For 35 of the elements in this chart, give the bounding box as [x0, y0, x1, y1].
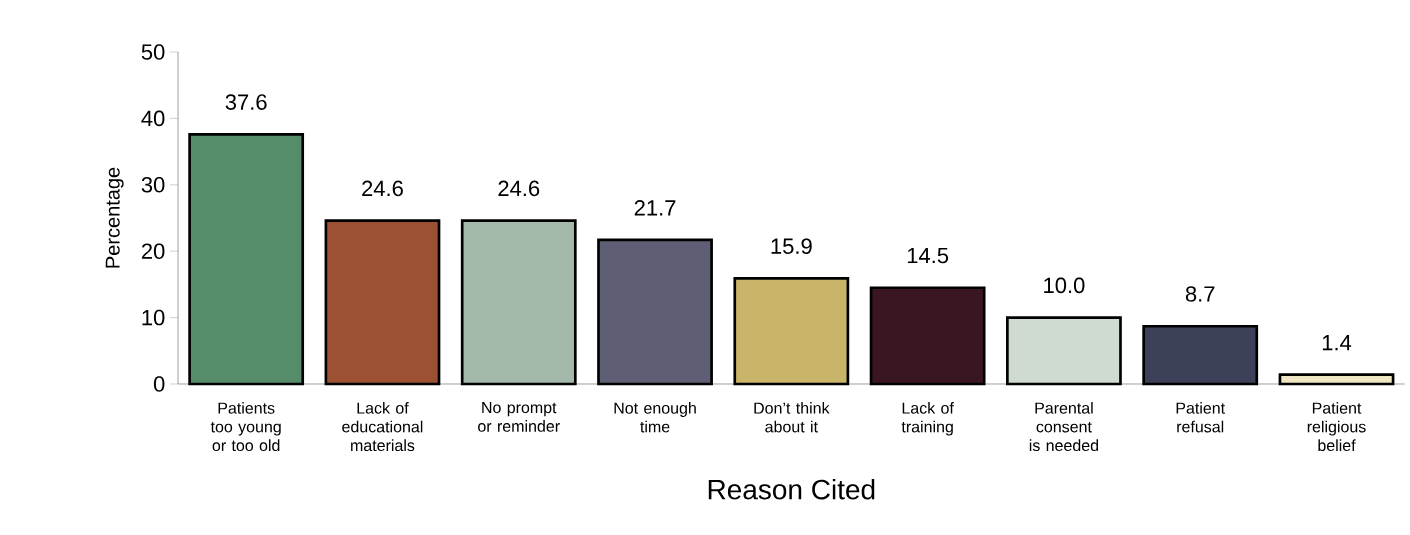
y-tick-label: 20 — [141, 243, 165, 259]
bar — [597, 238, 713, 386]
data-label: 37.6 — [225, 94, 267, 110]
data-label: 10.0 — [1044, 277, 1085, 294]
y-tick-label: 0 — [153, 376, 165, 392]
x-tick-label: Parental consent is needed — [1029, 402, 1099, 452]
x-tick-label: Not enough time — [614, 402, 696, 433]
y-tick-label: 40 — [141, 110, 165, 127]
data-label: 14.5 — [907, 247, 949, 264]
bar — [1278, 373, 1395, 386]
data-label: 24.6 — [498, 180, 540, 197]
bar — [188, 133, 305, 386]
y-tick-label: 30 — [141, 177, 165, 193]
x-tick-label: Patient religious belief — [1307, 402, 1366, 452]
data-label: 24.6 — [362, 180, 403, 197]
x-tick-label: No prompt or reminder — [478, 402, 560, 432]
y-tick-label: 50 — [141, 44, 165, 60]
bar — [733, 277, 850, 386]
data-label: 8.7 — [1185, 286, 1215, 302]
data-label: 15.9 — [771, 238, 812, 254]
data-label: 1.4 — [1322, 335, 1352, 351]
bar — [1142, 324, 1259, 386]
x-axis-title: Reason Cited — [708, 478, 875, 500]
bar — [1006, 316, 1122, 386]
x-tick-label: Lack of training — [901, 402, 954, 436]
x-tick-label: Lack of educational materials — [342, 402, 423, 452]
y-axis-title: Percentage — [105, 167, 124, 268]
data-label: 21.7 — [634, 200, 676, 216]
bar — [869, 286, 986, 386]
x-tick-label: Don’t think about it — [754, 402, 830, 433]
y-tick-label: 10 — [142, 309, 165, 326]
x-tick-label: Patients too young or too old — [210, 402, 281, 452]
bar — [460, 219, 577, 386]
x-tick-label: Patient refusal — [1176, 402, 1225, 433]
bar — [324, 219, 441, 386]
